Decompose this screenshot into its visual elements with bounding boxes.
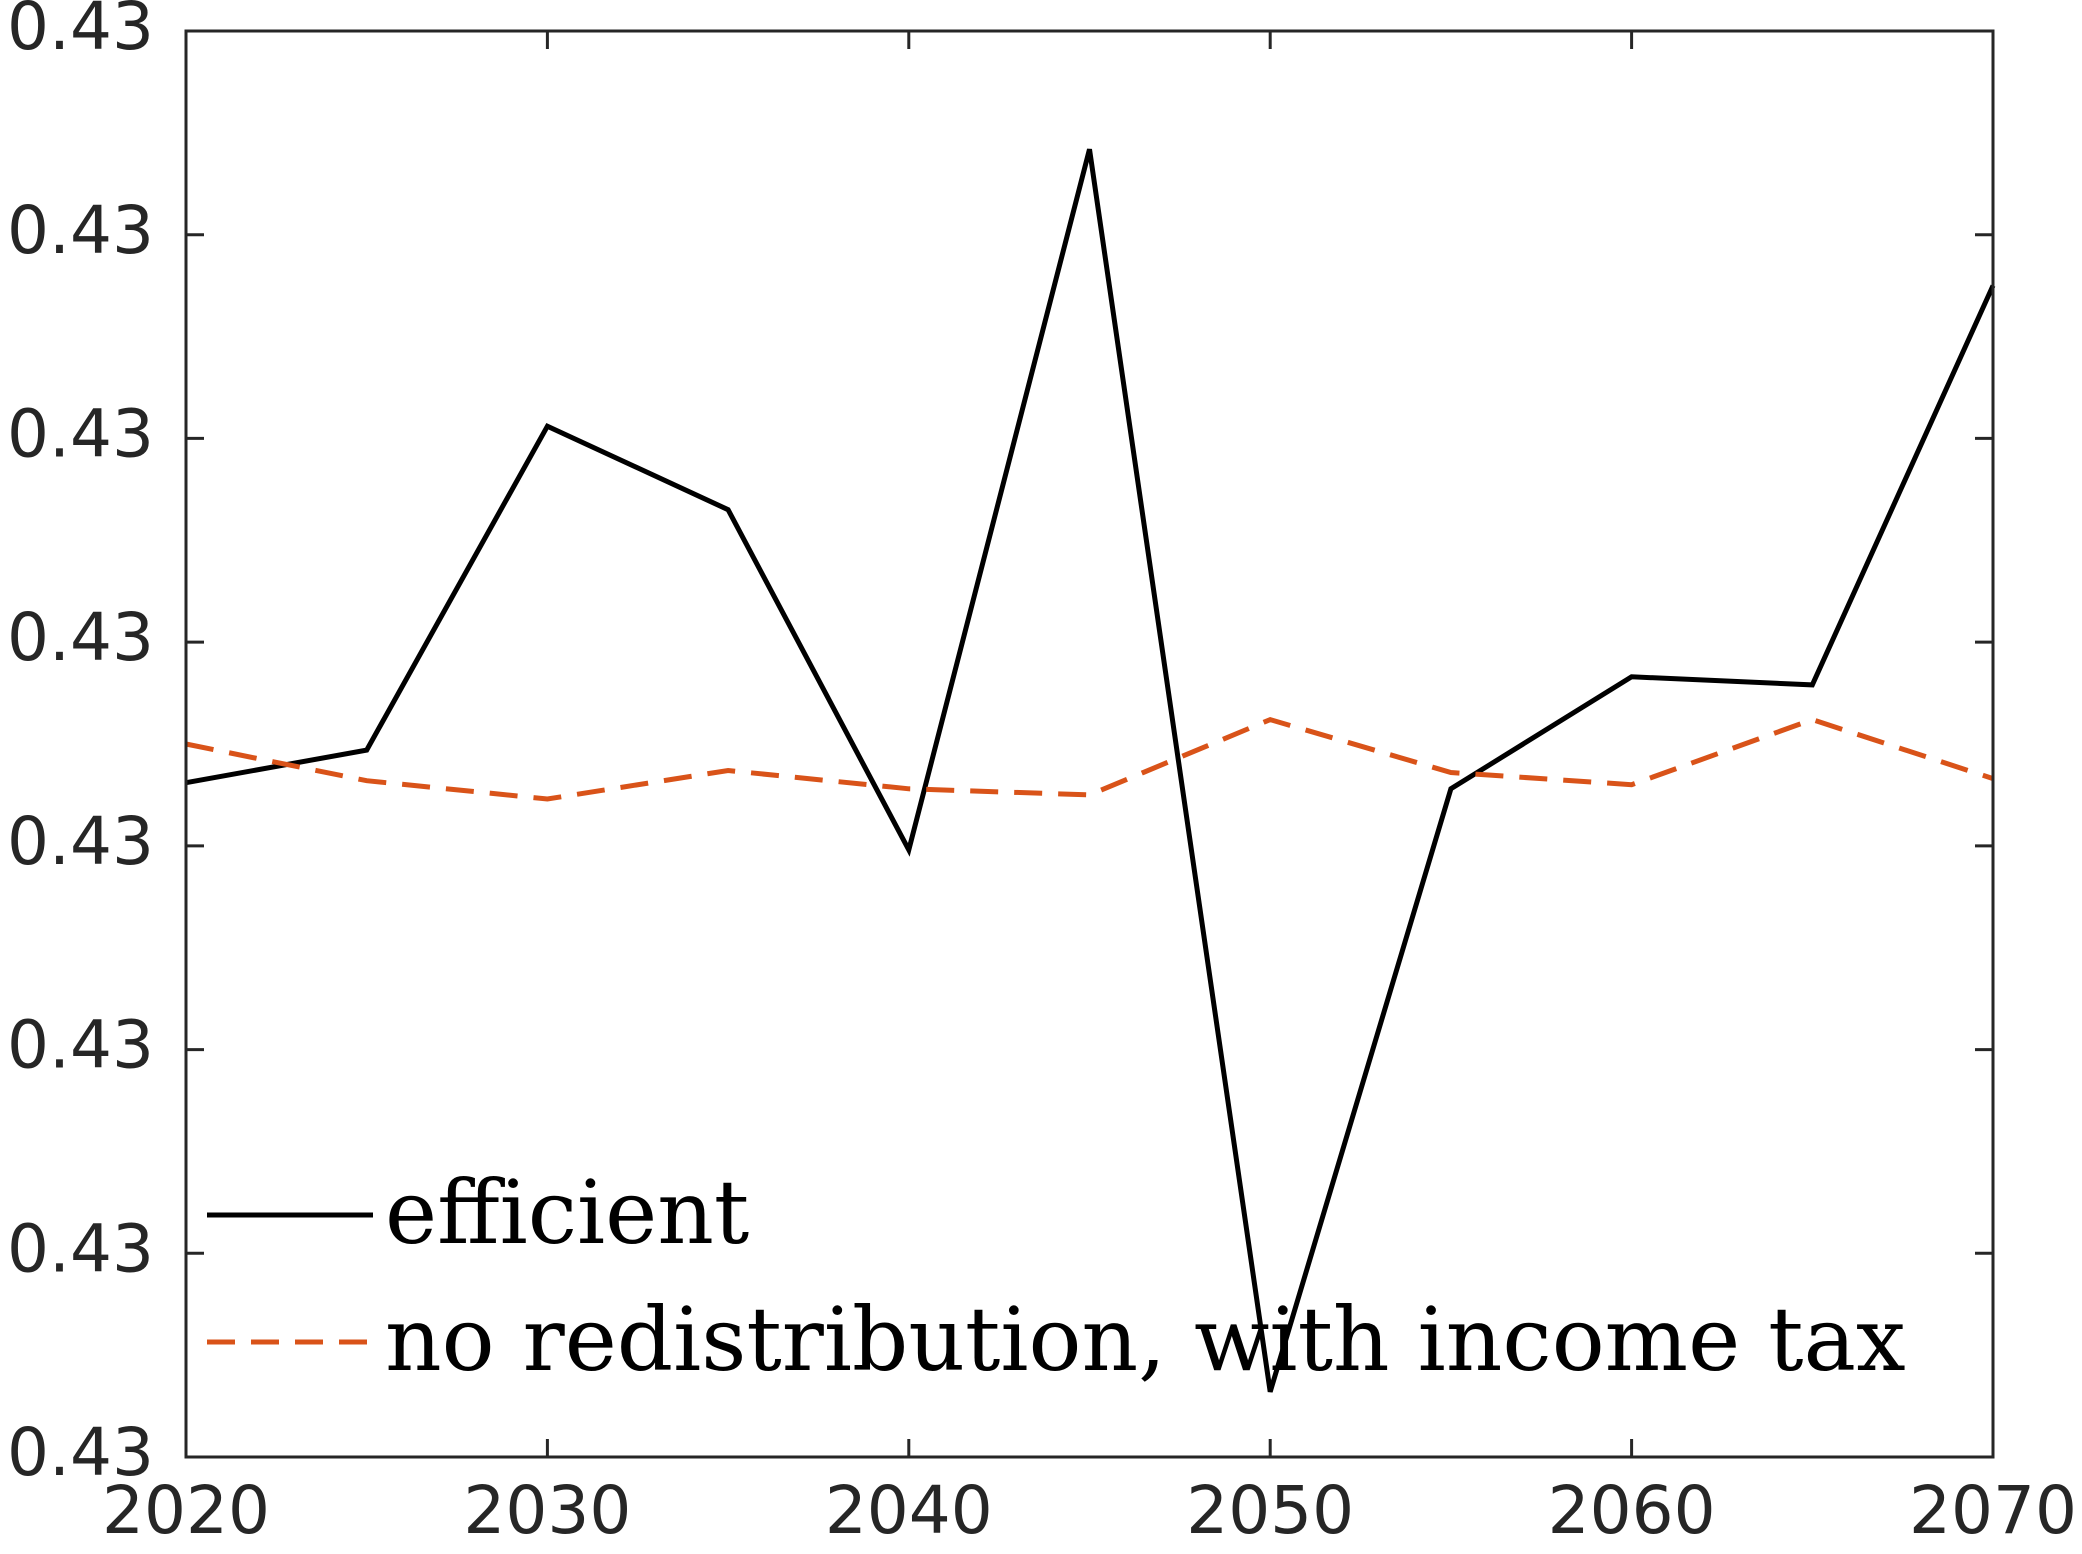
y-tick-label: 0.43	[7, 395, 154, 472]
series-line-2	[185, 716, 1994, 802]
y-tick-label: 0.43	[7, 1414, 154, 1491]
series-line-1	[185, 148, 1996, 1393]
x-tick-label: 2040	[825, 1472, 993, 1549]
legend-label-1: efficient	[385, 1161, 749, 1264]
x-tick-label: 2030	[463, 1472, 631, 1549]
x-tick-label: 2060	[1548, 1472, 1716, 1549]
y-tick-labels: 0.43 0.43 0.43 0.43 0.43 0.43 0.43 0.43	[7, 0, 154, 1491]
legend-label-2: no redistribution, with income tax	[385, 1288, 1906, 1391]
series-lines	[185, 148, 1996, 1393]
x-tick-labels: 2020 2030 2040 2050 2060 2070	[102, 1472, 2077, 1549]
plot-frame	[184, 29, 1995, 1459]
y-tick-label: 0.43	[7, 803, 154, 880]
y-tick-label: 0.43	[7, 1007, 154, 1084]
y-tick-label: 0.43	[7, 192, 154, 269]
x-tick-label: 2070	[1909, 1472, 2077, 1549]
y-tick-label: 0.43	[7, 0, 154, 65]
x-tick-label: 2020	[102, 1472, 270, 1549]
y-tick-label: 0.43	[7, 599, 154, 676]
plot-area	[186, 31, 1993, 1457]
x-tick-label: 2050	[1186, 1472, 1354, 1549]
legend: efficient no redistribution, with income …	[207, 1161, 1906, 1391]
y-tick-label: 0.43	[7, 1210, 154, 1287]
